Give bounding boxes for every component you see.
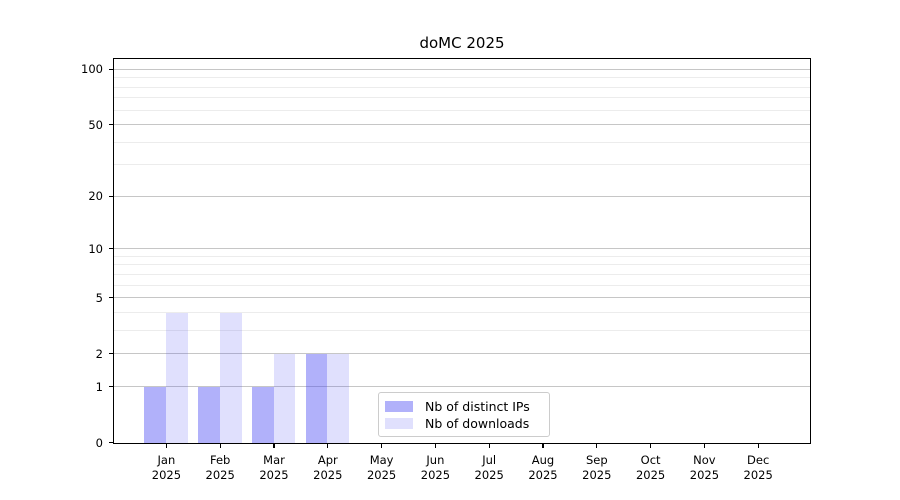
x-tick-mark	[757, 444, 759, 448]
x-tick-label: Aug 2025	[528, 453, 558, 482]
major-gridline	[114, 353, 810, 355]
bar-nb-of-distinct-ips-jan	[144, 386, 166, 443]
x-tick-mark	[165, 444, 167, 448]
x-tick-mark	[219, 444, 221, 448]
x-tick-label: Mar 2025	[259, 453, 289, 482]
minor-gridline	[114, 97, 810, 99]
y-tick-label: 5	[95, 290, 103, 305]
y-tick-mark	[109, 123, 113, 126]
bar-nb-of-distinct-ips-mar	[251, 386, 274, 443]
minor-gridline	[114, 274, 810, 275]
minor-gridline	[114, 264, 810, 266]
bar-nb-of-distinct-ips-apr	[305, 354, 328, 443]
y-tick-label: 50	[88, 117, 103, 132]
y-tick-mark	[109, 385, 113, 388]
y-tick-label: 10	[88, 241, 103, 256]
x-tick-label: Nov 2025	[689, 453, 720, 482]
bar-nb-of-downloads-feb	[219, 312, 242, 443]
x-tick-mark	[327, 444, 329, 448]
minor-gridline	[114, 86, 810, 88]
plot-area	[113, 58, 811, 444]
x-tick-label: Feb 2025	[205, 453, 235, 482]
y-tick-label: 0	[95, 435, 103, 450]
x-tick-label: Dec 2025	[743, 453, 773, 482]
minor-gridline	[114, 77, 810, 79]
x-tick-label: Apr 2025	[313, 453, 343, 482]
y-tick-label: 1	[95, 379, 103, 394]
minor-gridline	[114, 164, 810, 166]
major-gridline	[114, 386, 810, 388]
x-tick-mark	[542, 444, 544, 448]
x-tick-label: Jan 2025	[151, 453, 182, 482]
x-tick-mark	[488, 444, 490, 448]
x-tick-label: Jul 2025	[474, 453, 504, 482]
legend-item-distinct-ips: Nb of distinct IPs	[385, 399, 541, 414]
x-tick-mark	[650, 444, 652, 448]
minor-gridline	[114, 109, 810, 111]
x-tick-mark	[434, 444, 436, 448]
downloads-swatch	[385, 418, 413, 429]
legend-label: Nb of distinct IPs	[425, 399, 530, 414]
legend: Nb of distinct IPs Nb of downloads	[378, 392, 550, 437]
minor-gridline	[114, 312, 810, 313]
y-tick-mark	[109, 248, 113, 250]
x-tick-mark	[381, 444, 383, 448]
major-gridline	[114, 195, 810, 197]
x-tick-mark	[273, 444, 275, 448]
x-tick-label: Jun 2025	[420, 453, 451, 482]
minor-gridline	[114, 255, 810, 257]
y-tick-mark	[109, 68, 113, 70]
legend-item-downloads: Nb of downloads	[385, 416, 541, 431]
x-tick-mark	[703, 444, 705, 448]
y-tick-mark	[109, 297, 113, 299]
chart-title: doMC 2025	[419, 34, 505, 52]
y-tick-label: 20	[88, 189, 103, 204]
x-tick-mark	[596, 444, 598, 448]
x-tick-label: May 2025	[366, 453, 397, 482]
x-tick-label: Oct 2025	[635, 453, 666, 482]
y-tick-mark	[109, 353, 113, 355]
y-tick-mark	[109, 195, 113, 197]
y-tick-label: 100	[81, 62, 103, 77]
minor-gridline	[114, 330, 810, 331]
major-gridline	[114, 297, 810, 299]
bar-nb-of-downloads-jan	[166, 312, 188, 443]
major-gridline	[114, 248, 810, 250]
y-tick-mark	[109, 442, 113, 444]
bar-nb-of-downloads-mar	[273, 354, 296, 443]
major-gridline	[114, 68, 810, 70]
y-tick-label: 2	[95, 346, 103, 361]
major-gridline	[114, 124, 810, 126]
bar-nb-of-distinct-ips-feb	[198, 386, 220, 443]
distinct-ips-swatch	[385, 401, 413, 412]
minor-gridline	[114, 284, 810, 286]
minor-gridline	[114, 141, 810, 143]
bar-nb-of-downloads-apr	[327, 354, 350, 443]
legend-label: Nb of downloads	[425, 416, 530, 431]
x-tick-label: Sep 2025	[582, 453, 612, 482]
